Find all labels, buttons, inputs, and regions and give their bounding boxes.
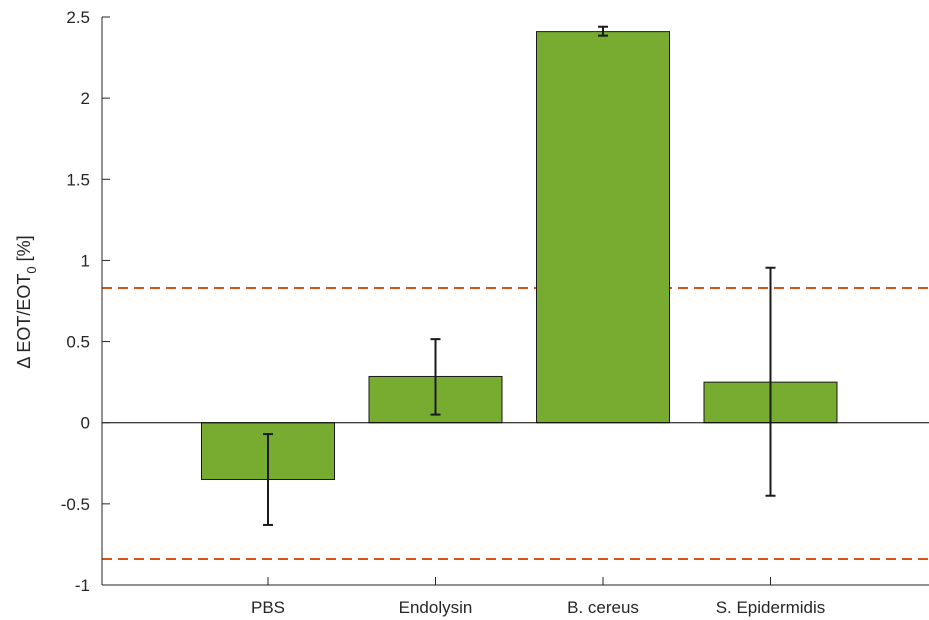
y-axis-title-main: Δ EOT/EOT <box>14 274 34 369</box>
error-bar-1 <box>430 338 441 416</box>
y-axis-title-subscript: 0 <box>24 266 39 273</box>
bar-2 <box>536 31 670 424</box>
y-tick-label-3: 0.5 <box>66 333 90 352</box>
x-tick-label-2: B. cereus <box>567 598 639 617</box>
y-tick-label-1: -0.5 <box>61 495 90 514</box>
error-bar-0 <box>263 433 273 526</box>
x-tick-label-0: PBS <box>251 598 285 617</box>
y-tick-label-2: 0 <box>81 414 90 433</box>
axes <box>101 16 929 586</box>
y-axis-title-unit: [%] <box>14 235 34 266</box>
y-tick-label-0: -1 <box>75 576 90 595</box>
y-tick-label-4: 1 <box>81 251 90 270</box>
bars <box>201 31 838 481</box>
y-tick-label-6: 2 <box>81 89 90 108</box>
threshold-lines <box>102 287 929 561</box>
x-tick-labels: PBS Endolysin B. cereus S. Epidermidis <box>251 598 825 617</box>
y-tick-label-5: 1.5 <box>66 170 90 189</box>
error-bar-2 <box>598 25 608 37</box>
y-tick-label-7: 2.5 <box>66 8 90 27</box>
y-axis-title: Δ EOT/EOT0 [%] <box>14 235 39 368</box>
y-tick-labels: -1 -0.5 0 0.5 1 1.5 2 2.5 <box>61 8 90 595</box>
x-tick-label-3: S. Epidermidis <box>716 598 826 617</box>
error-bars <box>263 25 776 526</box>
error-bar-3 <box>765 266 776 497</box>
x-tick-label-1: Endolysin <box>399 598 473 617</box>
